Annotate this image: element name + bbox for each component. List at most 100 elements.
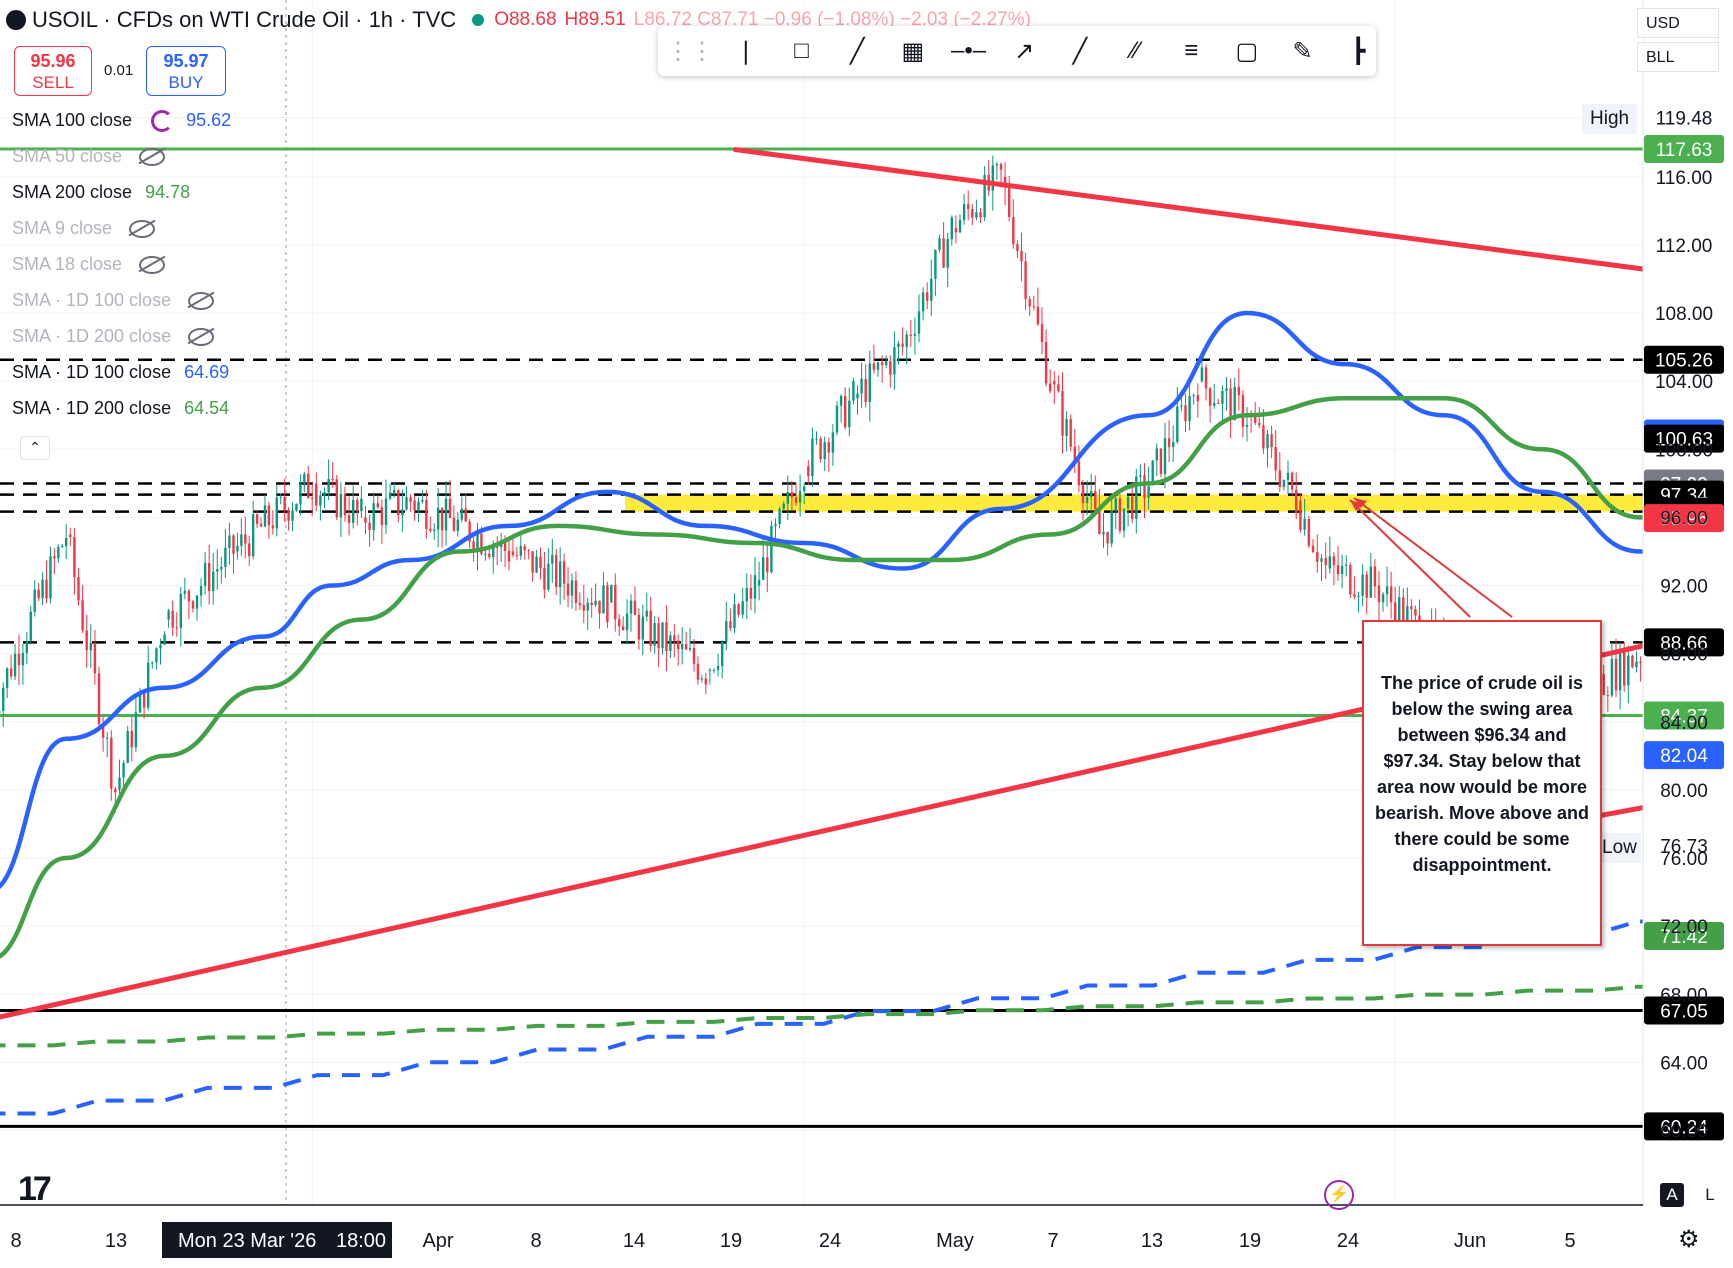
candle-body	[917, 311, 921, 334]
annotation-arrowhead-2	[1354, 498, 1367, 508]
candle-body	[57, 546, 60, 559]
candle-body	[279, 497, 282, 499]
trend-line-icon[interactable]: ╱	[849, 37, 865, 65]
candle-body	[45, 579, 48, 599]
candle-body	[737, 604, 740, 615]
candle-body	[641, 616, 645, 640]
candle-body	[1057, 384, 1060, 392]
cursor-line-icon[interactable]: ❘	[735, 37, 756, 65]
candle-body	[975, 212, 978, 218]
eye-off-icon[interactable]	[188, 328, 215, 347]
candle-body	[547, 563, 550, 590]
candle-body	[1282, 479, 1286, 487]
swing-zone-layer	[625, 494, 1643, 512]
extended-line-icon[interactable]: ╱	[1072, 37, 1088, 65]
candle-body	[1241, 395, 1245, 427]
candle-body	[1414, 609, 1417, 616]
candle-body	[1610, 658, 1614, 696]
drag-handle-icon[interactable]: ⋮⋮	[666, 37, 714, 65]
candle-body	[835, 405, 839, 433]
candle-body	[535, 556, 538, 573]
candle-body	[1614, 658, 1618, 691]
eye-off-icon[interactable]	[129, 220, 156, 239]
unit-selector[interactable]: BLL	[1637, 42, 1719, 72]
tradingview-logo-icon[interactable]: 17	[18, 1170, 52, 1208]
candle-body	[790, 491, 794, 498]
sell-button[interactable]: 95.96 SELL	[14, 46, 92, 96]
rectangle-icon[interactable]: ▢	[1235, 37, 1259, 65]
candle-body	[618, 619, 621, 627]
sma-layer	[0, 310, 1733, 959]
candle-body	[815, 438, 818, 440]
candle-body	[1200, 367, 1204, 382]
annotation-arrow-2	[1353, 497, 1513, 618]
annotation-arrowhead-1	[1350, 500, 1362, 511]
candle-body	[1402, 597, 1405, 624]
currency-selector[interactable]: USD	[1637, 8, 1719, 38]
candle-body	[1221, 390, 1224, 404]
log-scale-button[interactable]: L	[1705, 1185, 1715, 1204]
horizontal-gridlines	[0, 117, 1643, 1131]
candle-body	[118, 777, 121, 790]
annotation-callout[interactable]: The price of crude oil is below the swin…	[1362, 620, 1602, 946]
anchored-vwap-icon[interactable]: ┣	[1351, 37, 1366, 65]
arrow-icon[interactable]: ↗	[1014, 37, 1035, 65]
legend-sma18[interactable]: SMA 18 close	[12, 254, 166, 275]
candle-body	[661, 622, 664, 649]
collapse-legend-button[interactable]: ⌃	[20, 436, 50, 460]
annotation-arrows-layer	[1349, 497, 1513, 618]
candle-body	[89, 643, 92, 651]
ohlc-open: O88.68	[494, 9, 557, 30]
crosshair-box-icon[interactable]: ▦	[901, 37, 925, 65]
candle-body	[299, 483, 302, 504]
reload-icon[interactable]	[151, 110, 174, 133]
eye-off-icon[interactable]	[139, 256, 166, 275]
price-label-text: 71.42	[1660, 927, 1708, 948]
lightning-icon[interactable]: ⚡	[1324, 1180, 1354, 1210]
candle-body	[745, 587, 748, 602]
legend-sma-1d200-hidden[interactable]: SMA · 1D 200 close	[12, 326, 215, 347]
candle-body	[729, 621, 732, 629]
candle-body	[1316, 551, 1319, 562]
candle-body	[85, 630, 88, 651]
candle-body	[880, 362, 884, 366]
eye-off-icon[interactable]	[139, 148, 166, 167]
candle-body	[360, 498, 363, 512]
candle-body	[275, 497, 278, 529]
legend-sma-1d100[interactable]: SMA · 1D 100 close 64.69	[12, 362, 229, 383]
candle-body	[1406, 606, 1409, 624]
eye-off-icon[interactable]	[188, 292, 215, 311]
candle-body	[999, 164, 1003, 170]
auto-scale-button[interactable]: A	[1660, 1183, 1684, 1207]
daily-sma-line	[0, 982, 1733, 1048]
legend-sma-1d200[interactable]: SMA · 1D 200 close 64.54	[12, 398, 229, 419]
candle-body	[807, 466, 810, 477]
candle-body	[147, 662, 150, 708]
fib-retracement-icon[interactable]: ≡	[1184, 37, 1199, 64]
price-label-text: 64.00	[1660, 1053, 1708, 1074]
legend-sma9[interactable]: SMA 9 close	[12, 218, 156, 239]
candle-body	[1623, 650, 1626, 686]
candle-body	[665, 622, 668, 652]
symbol-title[interactable]: USOIL · CFDs on WTI Crude Oil · 1h · TVC	[32, 7, 457, 32]
legend-sma50[interactable]: SMA 50 close	[12, 146, 166, 167]
candle-body	[384, 498, 388, 525]
candle-body	[901, 343, 904, 347]
candle-body	[155, 648, 158, 663]
legend-sma-1d100-hidden[interactable]: SMA · 1D 100 close	[12, 290, 215, 311]
buy-button[interactable]: 95.97 BUY	[146, 46, 226, 96]
legend-sma200[interactable]: SMA 200 close 94.78	[12, 182, 190, 203]
candle-body	[236, 545, 239, 552]
parallel-channel-icon[interactable]: ∕∕	[1131, 37, 1140, 64]
candle-body	[848, 400, 851, 428]
candle-body	[65, 538, 68, 546]
gear-icon[interactable]: ⚙	[1678, 1226, 1700, 1253]
candle-body	[452, 517, 456, 531]
horizontal-ray-icon[interactable]: –•–	[950, 37, 987, 64]
callout-icon[interactable]: □	[794, 37, 809, 64]
brush-icon[interactable]: ✎	[1292, 37, 1313, 65]
legend-sma100[interactable]: SMA 100 close 95.62	[12, 110, 231, 133]
candle-body	[570, 580, 574, 596]
candle-body	[267, 505, 271, 526]
